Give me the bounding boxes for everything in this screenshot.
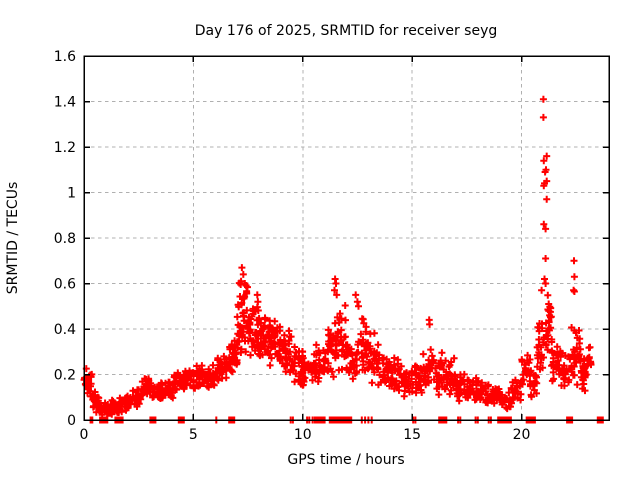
y-tick-label: 1.6 bbox=[54, 49, 76, 65]
y-tick-label: 0.6 bbox=[54, 277, 76, 293]
scatter-points bbox=[80, 95, 595, 419]
y-tick-label: 1.2 bbox=[54, 140, 76, 156]
y-tick-label: 0.4 bbox=[54, 322, 76, 338]
x-tick-label: 15 bbox=[403, 427, 421, 443]
tick-labels: 0 5 10 15 20 0 0.2 0.4 0.6 0.8 1 1.2 1.4 1.6 bbox=[54, 49, 531, 443]
axis-ticks bbox=[83, 55, 609, 421]
y-tick-label: 0.8 bbox=[54, 231, 76, 247]
chart-title: Day 176 of 2025, SRMTID for receiver sey… bbox=[195, 23, 498, 39]
y-tick-label: 0 bbox=[67, 413, 76, 429]
x-tick-label: 20 bbox=[513, 427, 531, 443]
x-tick-label: 5 bbox=[189, 427, 198, 443]
y-axis-label: SRMTID / TECUs bbox=[5, 182, 21, 295]
y-tick-label: 0.2 bbox=[54, 368, 76, 384]
y-tick-label: 1.4 bbox=[54, 95, 76, 111]
scatter-series bbox=[80, 95, 595, 419]
y-tick-label: 1 bbox=[67, 186, 76, 202]
x-tick-label: 0 bbox=[80, 427, 89, 443]
x-tick-label: 10 bbox=[294, 427, 312, 443]
x-axis-label: GPS time / hours bbox=[287, 452, 404, 468]
